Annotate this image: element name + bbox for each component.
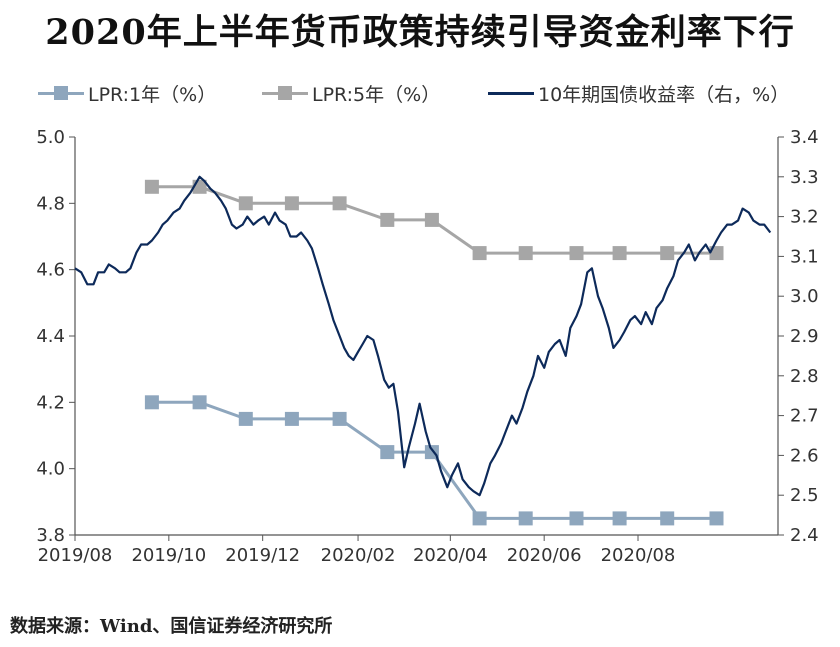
right-tick-label: 3.2 <box>790 207 819 228</box>
data-point-lpr-1y <box>284 411 299 426</box>
legend-label-bond-10y: 10年期国债收益率（右，%） <box>538 83 790 106</box>
x-tick-label: 2020/02 <box>321 545 396 566</box>
data-point-lpr-5y <box>284 196 299 211</box>
right-tick-label: 2.5 <box>790 485 819 506</box>
chart-title: 2020年上半年货币政策持续引导资金利率下行 <box>45 12 795 53</box>
left-tick-label: 4.0 <box>36 459 65 480</box>
legend-label-lpr-1y: LPR:1年（%） <box>88 83 217 106</box>
left-tick-label: 4.8 <box>36 193 65 214</box>
legend-item-lpr-1y: LPR:1年（%） <box>38 78 216 108</box>
data-point-lpr-5y <box>660 246 675 261</box>
x-tick-label: 2020/06 <box>507 545 582 566</box>
data-point-lpr-1y <box>380 445 395 460</box>
data-point-lpr-5y <box>612 246 627 261</box>
data-point-lpr-5y <box>709 246 724 261</box>
right-tick-label: 2.7 <box>790 406 819 427</box>
legend-label-lpr-5y: LPR:5年（%） <box>312 83 441 106</box>
left-tick-label: 4.2 <box>36 392 65 413</box>
legend-swatch-lpr-5y <box>262 78 308 108</box>
legend-item-bond-10y: 10年期国债收益率（右，%） <box>488 78 789 108</box>
data-point-lpr-5y <box>144 179 159 194</box>
series-line-lpr-1y <box>151 400 717 520</box>
data-point-lpr-1y <box>144 395 159 410</box>
right-tick-label: 2.6 <box>790 445 819 466</box>
legend-swatch-bond-10y <box>488 78 534 108</box>
right-tick-label: 3.0 <box>790 286 819 307</box>
x-tick-label: 2019/08 <box>38 545 113 566</box>
left-tick-label: 3.8 <box>36 525 65 546</box>
right-tick-label: 3.1 <box>790 246 819 267</box>
data-point-lpr-1y <box>660 511 675 526</box>
left-tick-label: 5.0 <box>36 127 65 148</box>
data-point-lpr-5y <box>380 212 395 227</box>
data-point-lpr-5y <box>518 246 533 261</box>
data-point-lpr-5y <box>569 246 584 261</box>
x-tick-label: 2019/12 <box>225 545 300 566</box>
right-tick-label: 3.4 <box>790 127 819 148</box>
data-point-lpr-1y <box>569 511 584 526</box>
right-tick-label: 3.3 <box>790 167 819 188</box>
data-point-lpr-1y <box>709 511 724 526</box>
legend: LPR:1年（%） LPR:5年（%） 10年期国债收益率（右，%） <box>0 78 840 108</box>
x-tick-label: 2020/04 <box>413 545 488 566</box>
series-line-bond-10y <box>74 175 772 497</box>
data-point-lpr-1y <box>612 511 627 526</box>
data-point-lpr-5y <box>424 212 439 227</box>
x-tick-label: 2019/10 <box>131 545 206 566</box>
data-point-lpr-1y <box>332 411 347 426</box>
right-tick-label: 2.4 <box>790 525 819 546</box>
right-tick-label: 2.9 <box>790 326 819 347</box>
data-point-lpr-1y <box>238 411 253 426</box>
data-point-lpr-1y <box>192 395 207 410</box>
legend-item-lpr-5y: LPR:5年（%） <box>262 78 440 108</box>
left-tick-label: 4.6 <box>36 260 65 281</box>
data-point-lpr-5y <box>332 196 347 211</box>
data-point-lpr-1y <box>472 511 487 526</box>
data-point-lpr-1y <box>518 511 533 526</box>
left-tick-label: 4.4 <box>36 326 65 347</box>
x-tick-label: 2020/08 <box>601 545 676 566</box>
source-note: 数据来源：Wind、国信证券经济研究所 <box>10 616 333 637</box>
data-point-lpr-5y <box>472 246 487 261</box>
right-tick-label: 2.8 <box>790 366 819 387</box>
legend-swatch-lpr-1y <box>38 78 84 108</box>
data-point-lpr-5y <box>238 196 253 211</box>
